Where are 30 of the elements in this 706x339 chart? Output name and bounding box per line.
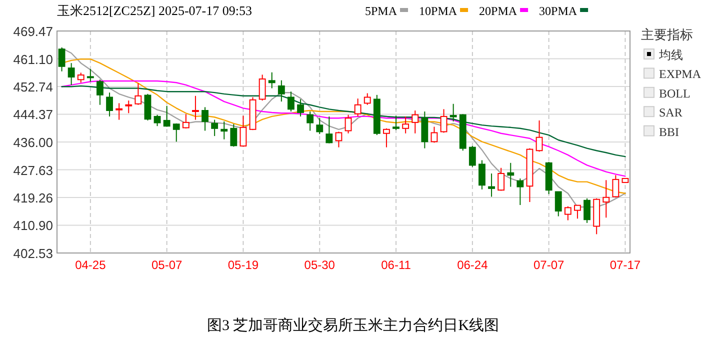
- y-tick-label: 402.53: [13, 246, 53, 261]
- x-tick-label: 04-25: [75, 258, 106, 272]
- y-tick-label: 444.37: [13, 107, 53, 122]
- y-tick-label: 461.10: [13, 52, 53, 67]
- text: 主要指标: [641, 27, 693, 42]
- x-tick-label: 05-19: [228, 258, 259, 272]
- caption: 图3 芝加哥商业交易所玉米主力合约日K线图: [206, 317, 500, 334]
- text: BBI: [659, 124, 680, 139]
- y-tick-label: 419.26: [13, 190, 53, 206]
- text: BOLL: [659, 86, 690, 100]
- legend-label: 30PMA: [539, 4, 578, 18]
- x-tick-label: 05-07: [151, 258, 182, 272]
- legend-label: 10PMA: [419, 4, 458, 18]
- y-tick-label: 469.47: [13, 24, 53, 39]
- legend-label: 5PMA: [365, 4, 398, 18]
- x-tick-label: 06-24: [457, 258, 488, 272]
- x-tick-label: 05-30: [304, 258, 336, 272]
- legend-label: 20PMA: [479, 4, 518, 18]
- text: SAR: [659, 106, 682, 120]
- y-tick-label: 410.90: [13, 218, 53, 234]
- text: 均线: [658, 48, 683, 62]
- chart-title: 玉米2512[ZC25Z] 2025-07-17 09:53: [57, 3, 252, 18]
- x-tick-label: 07-07: [533, 258, 564, 272]
- line-series: [61, 80, 626, 177]
- x-tick-label: 06-11: [381, 258, 412, 272]
- text: EXPMA: [659, 67, 702, 82]
- y-tick-label: 452.74: [13, 79, 53, 94]
- y-tick-label: 436.00: [13, 135, 53, 150]
- y-tick-label: 427.63: [13, 162, 53, 178]
- x-tick-label: 07-17: [610, 258, 641, 272]
